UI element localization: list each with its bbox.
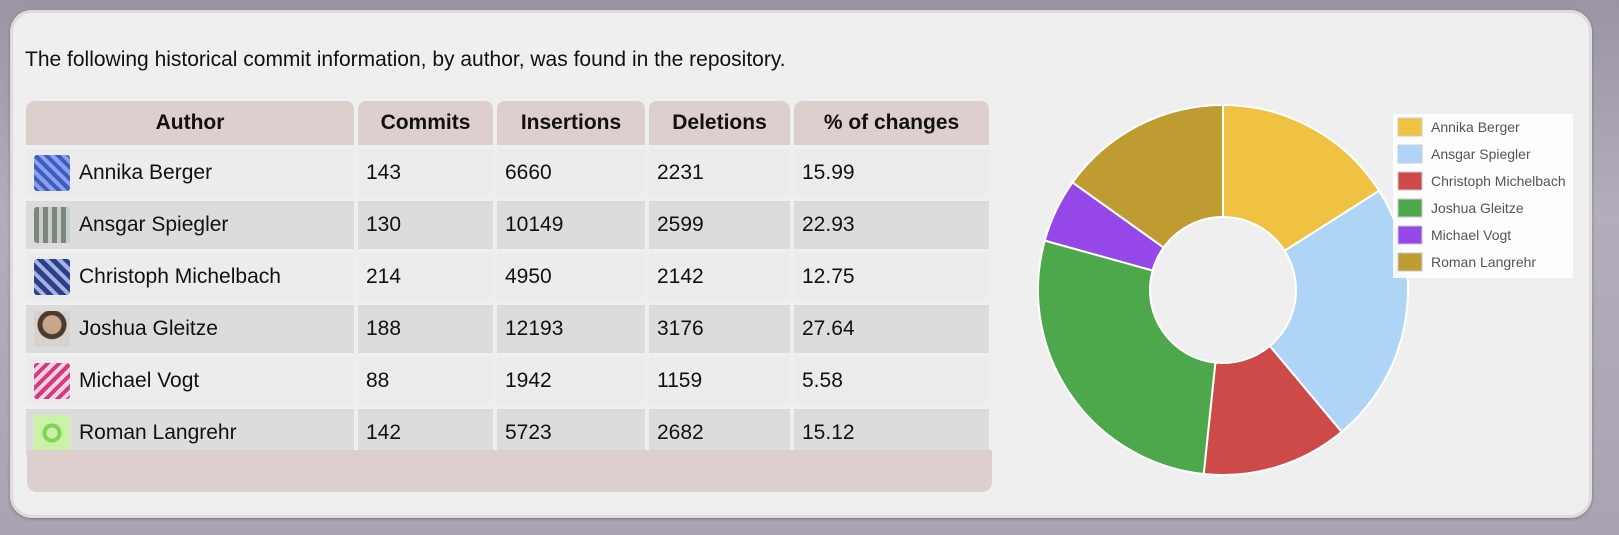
slice-christoph-michelbach <box>1202 344 1344 476</box>
insertions-cell: 10149 <box>497 201 645 249</box>
table-row: Ansgar Spiegler 130 10149 2599 22.93 <box>26 201 989 249</box>
insertions-cell: 12193 <box>497 305 645 353</box>
author-name: Annika Berger <box>79 161 213 184</box>
legend-label: Joshua Gleitze <box>1431 200 1524 216</box>
avatar <box>34 207 70 243</box>
percent-cell: 15.99 <box>794 149 989 197</box>
header-insertions: Insertions <box>497 101 645 145</box>
insertions-cell: 5723 <box>497 409 645 457</box>
deletions-cell: 2682 <box>649 409 790 457</box>
legend-swatch <box>1397 117 1423 137</box>
commits-cell: 142 <box>358 409 493 457</box>
legend-label: Roman Langrehr <box>1431 254 1536 270</box>
avatar <box>34 311 70 347</box>
legend-label: Michael Vogt <box>1431 227 1511 243</box>
author-name: Roman Langrehr <box>79 421 237 444</box>
legend-swatch <box>1397 171 1423 191</box>
intro-text: The following historical commit informat… <box>25 48 786 71</box>
deletions-cell: 1159 <box>649 357 790 405</box>
slice-roman-langrehr <box>1071 103 1224 249</box>
legend-background <box>1393 114 1573 278</box>
slice-annika-berger <box>1222 103 1381 253</box>
author-cell: Christoph Michelbach <box>34 259 354 295</box>
table-header-row: Author Commits Insertions Deletions % of… <box>26 101 989 145</box>
author-cell: Joshua Gleitze <box>34 311 354 347</box>
insertions-cell: 6660 <box>497 149 645 197</box>
commits-cell: 88 <box>358 357 493 405</box>
table-row: Annika Berger 143 6660 2231 15.99 <box>26 149 989 197</box>
header-author: Author <box>26 101 354 145</box>
table-row: Joshua Gleitze 188 12193 3176 27.64 <box>26 305 989 353</box>
commits-cell: 143 <box>358 149 493 197</box>
header-percent: % of changes <box>794 101 989 145</box>
avatar <box>34 155 70 191</box>
author-name: Ansgar Spiegler <box>79 213 229 236</box>
author-cell: Annika Berger <box>34 155 354 191</box>
commits-cell: 188 <box>358 305 493 353</box>
commit-table: Author Commits Insertions Deletions % of… <box>22 97 993 461</box>
avatar <box>34 363 70 399</box>
percent-cell: 15.12 <box>794 409 989 457</box>
percent-cell: 27.64 <box>794 305 989 353</box>
legend-swatch <box>1397 252 1423 272</box>
commits-cell: 130 <box>358 201 493 249</box>
legend-swatch <box>1397 198 1423 218</box>
legend-label: Ansgar Spiegler <box>1431 146 1531 162</box>
deletions-cell: 2599 <box>649 201 790 249</box>
header-commits: Commits <box>358 101 493 145</box>
table-row: Roman Langrehr 142 5723 2682 15.12 <box>26 409 989 457</box>
legend-label: Annika Berger <box>1431 119 1520 135</box>
percent-cell: 5.58 <box>794 357 989 405</box>
slice-joshua-gleitze <box>1037 239 1217 476</box>
legend-swatch <box>1397 144 1423 164</box>
deletions-cell: 2231 <box>649 149 790 197</box>
author-name: Christoph Michelbach <box>79 265 281 288</box>
chart-slices <box>1037 103 1409 476</box>
deletions-cell: 3176 <box>649 305 790 353</box>
insertions-cell: 1942 <box>497 357 645 405</box>
deletions-cell: 2142 <box>649 253 790 301</box>
author-name: Michael Vogt <box>79 369 200 392</box>
percent-cell: 22.93 <box>794 201 989 249</box>
author-cell: Ansgar Spiegler <box>34 207 354 243</box>
legend-swatch <box>1397 225 1423 245</box>
avatar <box>34 259 70 295</box>
author-cell: Michael Vogt <box>34 363 354 399</box>
header-deletions: Deletions <box>649 101 790 145</box>
chart-legend: Annika Berger Ansgar Spiegler Christoph Mi… <box>1393 114 1573 278</box>
table-footer <box>27 450 992 492</box>
table-row: Christoph Michelbach 214 4950 2142 12.75 <box>26 253 989 301</box>
author-cell: Roman Langrehr <box>34 415 354 451</box>
percent-cell: 12.75 <box>794 253 989 301</box>
commits-cell: 214 <box>358 253 493 301</box>
insertions-cell: 4950 <box>497 253 645 301</box>
author-name: Joshua Gleitze <box>79 317 218 340</box>
legend-label: Christoph Michelbach <box>1431 173 1566 189</box>
avatar <box>34 415 70 451</box>
table-row: Michael Vogt 88 1942 1159 5.58 <box>26 357 989 405</box>
